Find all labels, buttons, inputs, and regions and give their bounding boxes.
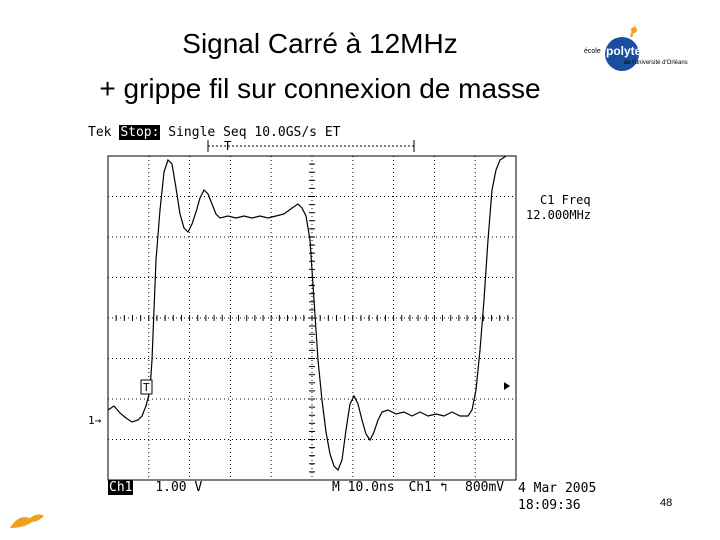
trigger-level-box (140, 379, 153, 395)
channel-readout: Ch1 1.00 V (108, 480, 203, 495)
signal-trace (107, 155, 507, 472)
logo-name: polytechnique (606, 44, 688, 58)
rising-edge-icon: ↰ (439, 480, 448, 495)
channel-label: Ch1 (108, 480, 134, 495)
trigger-level-value: 800mV (465, 480, 505, 495)
scope-mode: Single Seq (168, 125, 247, 140)
logo-sub: de l'université d'Orléans (624, 60, 688, 66)
scope-state-badge: Stop: (119, 125, 161, 140)
date-readout: 4 Mar 2005 (518, 481, 597, 496)
trigger-position-marker: T (224, 139, 231, 153)
channel-scale: 1.00 V (155, 480, 203, 495)
channel-ground-marker: 1→ (88, 414, 102, 427)
trigger-source: Ch1 (408, 480, 432, 495)
measurement-value: 12.000MHz (526, 208, 591, 222)
graticule (107, 155, 517, 481)
measurement-label: C1 Freq (540, 193, 591, 207)
record-window-marker (207, 140, 415, 152)
oscilloscope-display: T T 1→ C1 Freq 12.000MHz (88, 139, 591, 481)
timebase-value: M 10.0ns (332, 480, 395, 495)
slide-title-line-2: + grippe fil sur connexion de masse (99, 73, 541, 104)
scope-header: Tek Stop: Single Seq 10.0GS/s ET (88, 125, 341, 140)
scope-brand: Tek (88, 125, 112, 140)
footer-logo (10, 514, 44, 528)
scope-rate: 10.0GS/s ET (254, 125, 341, 140)
polytechnique-logo: école polytechnique de l'université d'Or… (584, 24, 688, 71)
trigger-arrow-icon (504, 382, 510, 390)
slide-title-line-1: Signal Carré à 12MHz (182, 28, 458, 59)
logo-prefix: école (584, 48, 601, 55)
timebase-readout: M 10.0ns Ch1 ↰ (332, 481, 448, 495)
page-number: 48 (660, 497, 673, 509)
trigger-level-marker: T (143, 381, 150, 394)
time-readout: 18:09:36 (518, 498, 581, 513)
